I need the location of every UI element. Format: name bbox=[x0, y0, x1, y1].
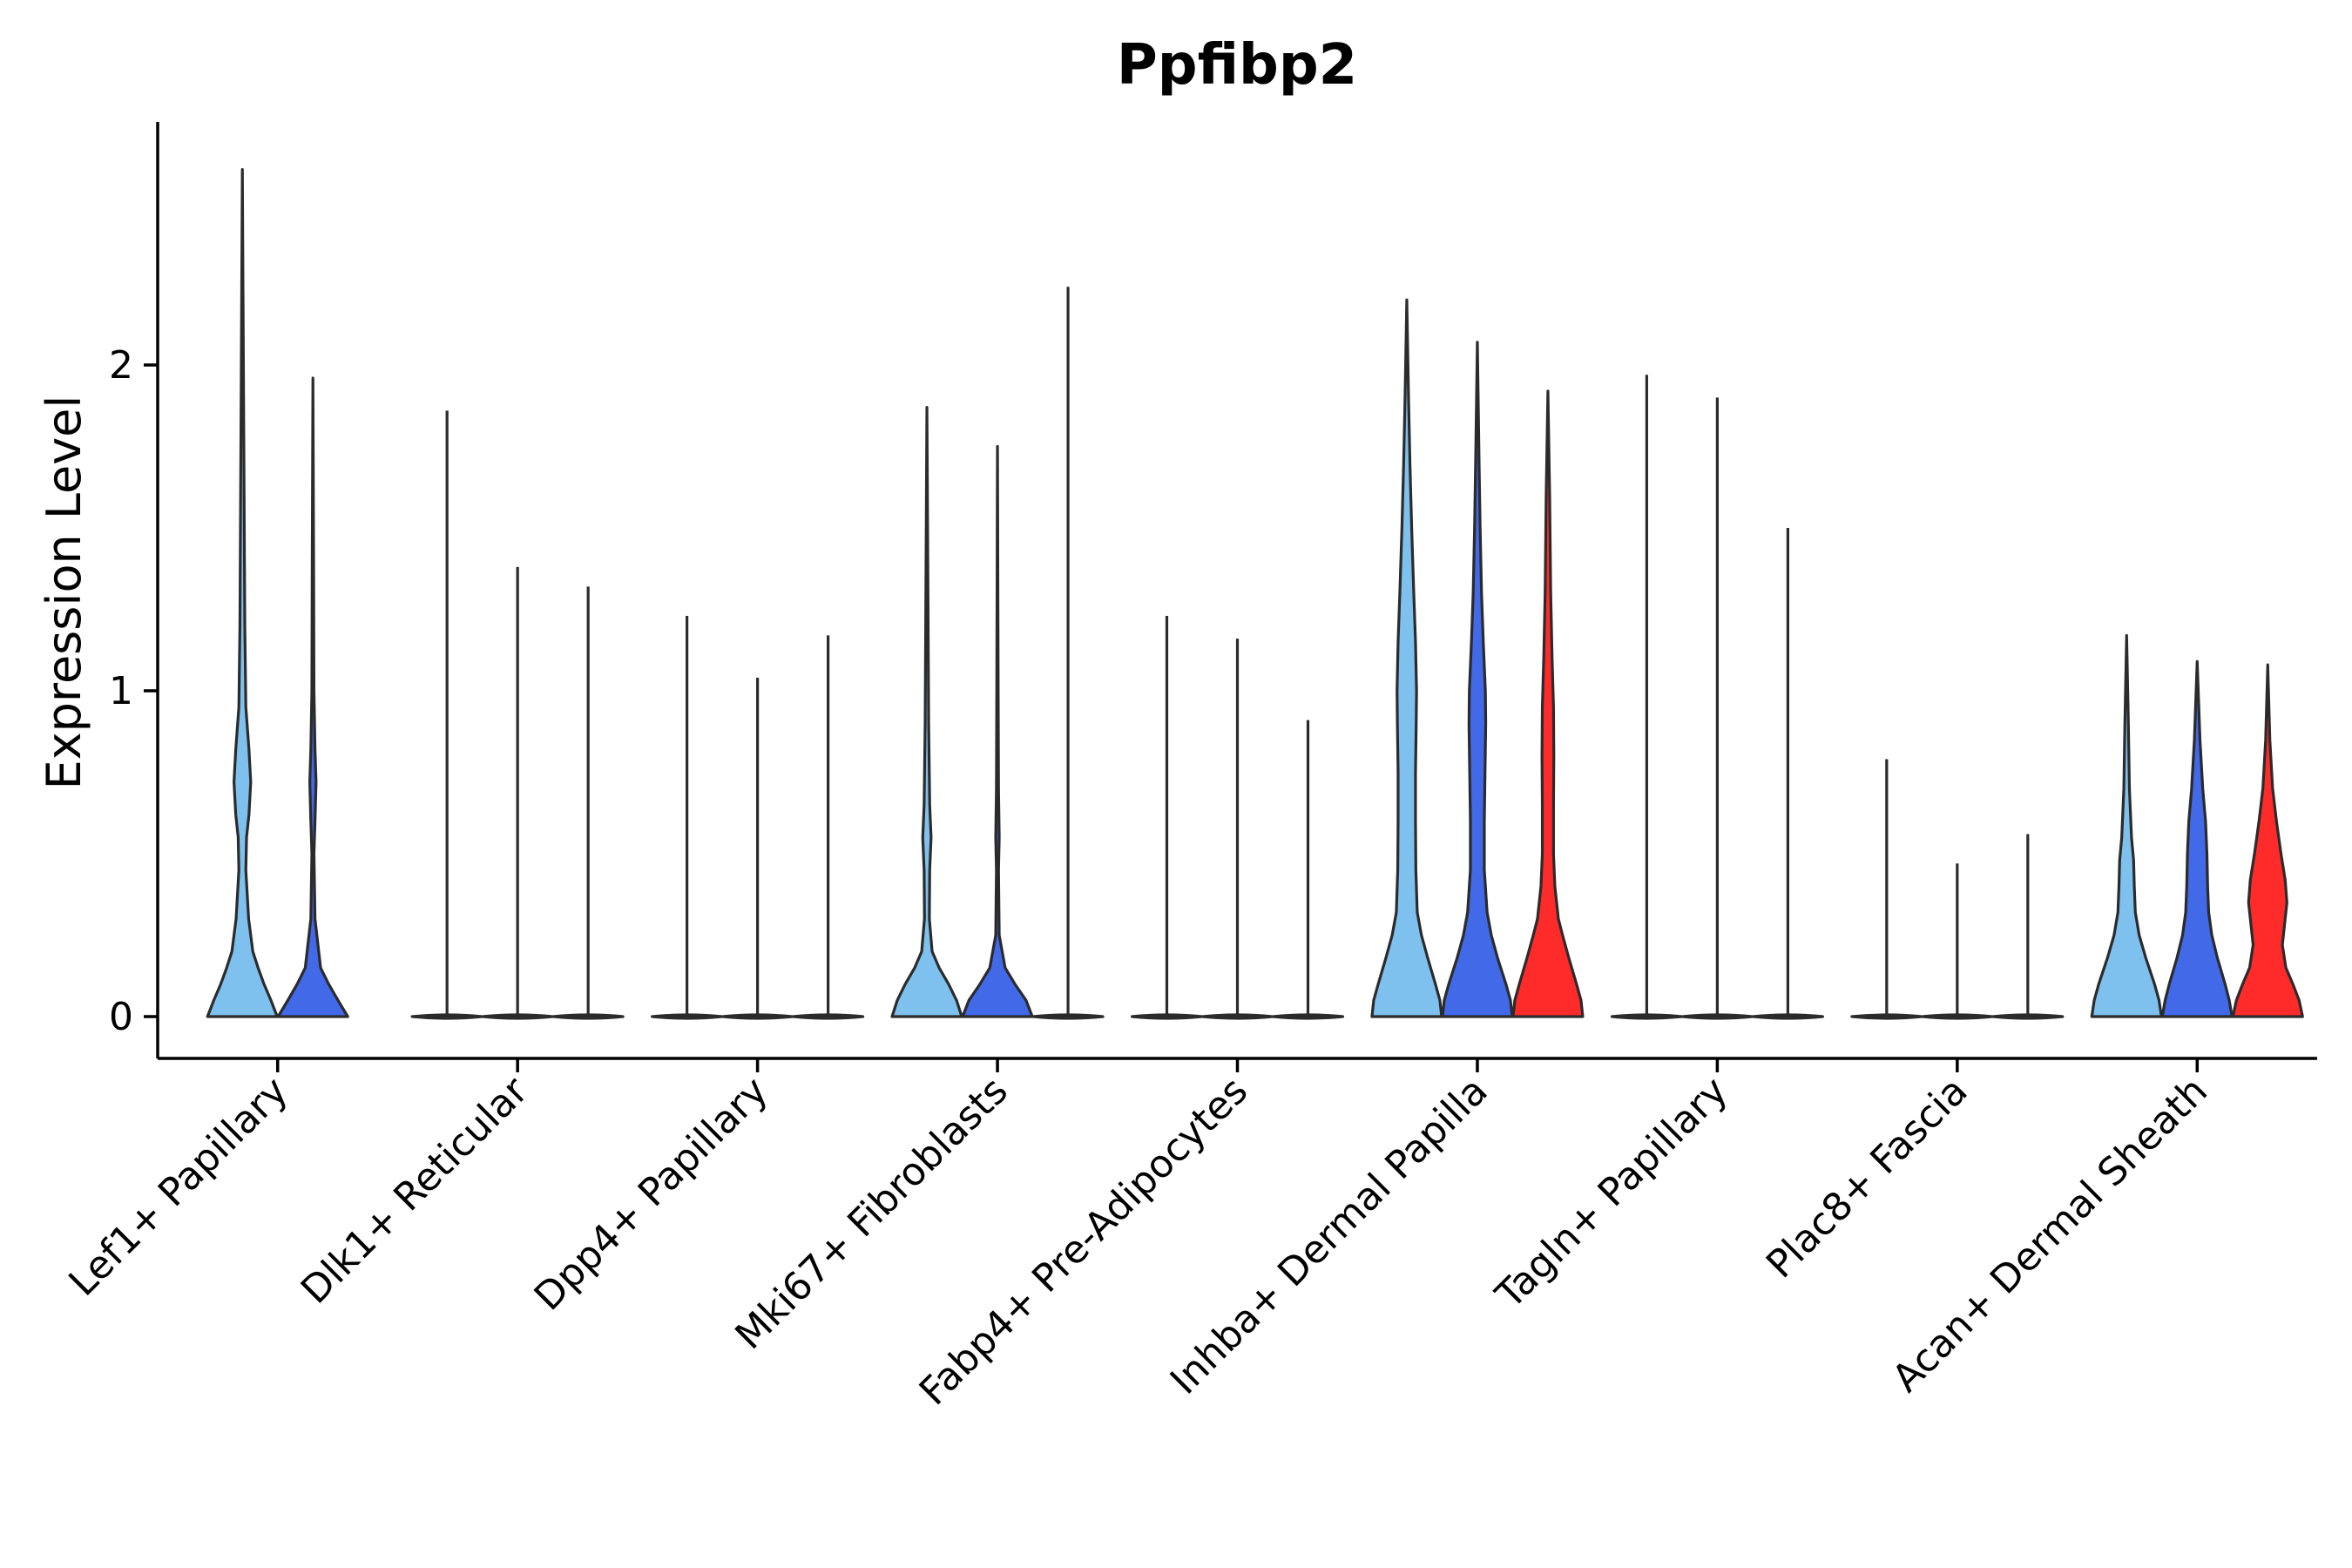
axes-layer bbox=[144, 122, 2317, 1072]
y-tick-label-2: 2 bbox=[109, 343, 133, 388]
y-axis-label: Expression Level bbox=[37, 395, 91, 790]
violin-9-1 bbox=[2090, 633, 2163, 1018]
violin-6-3 bbox=[1511, 389, 1585, 1018]
y-tick-label-1: 1 bbox=[109, 669, 133, 713]
violin-9-3 bbox=[2231, 663, 2304, 1018]
y-tick-label-0: 0 bbox=[109, 995, 133, 1039]
x-tick-label-4: Mki67+ Fibroblasts bbox=[727, 1069, 1016, 1358]
chart-title: Ppfibp2 bbox=[1117, 33, 1357, 98]
x-tick-label-7: Tagln+ Papillary bbox=[1487, 1069, 1736, 1318]
violin-1-2 bbox=[276, 376, 349, 1018]
violin-4-1 bbox=[890, 406, 963, 1018]
violin-6-2 bbox=[1441, 341, 1514, 1018]
violin-4-2 bbox=[961, 444, 1034, 1018]
x-tick-label-3: Dpp4+ Papillary bbox=[526, 1069, 777, 1320]
violins-layer bbox=[206, 168, 2304, 1020]
x-tick-label-1: Lef1+ Papillary bbox=[60, 1069, 296, 1305]
x-tick-label-2: Dlk1+ Reticular bbox=[293, 1068, 537, 1313]
x-tick-label-8: Plac8+ Fascia bbox=[1758, 1069, 1977, 1288]
violin-6-1 bbox=[1370, 298, 1443, 1018]
violin-1-1 bbox=[206, 168, 279, 1018]
violin-9-2 bbox=[2160, 659, 2234, 1018]
